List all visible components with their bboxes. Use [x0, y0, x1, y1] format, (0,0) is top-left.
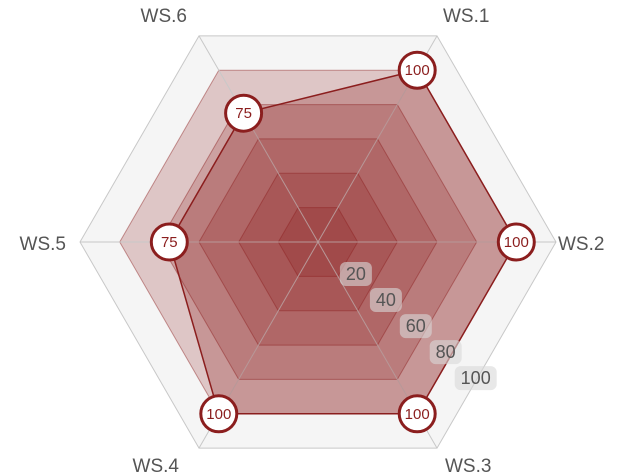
data-point-ws-3: 100 — [397, 394, 437, 434]
axis-label-ws-1: WS.1 — [443, 6, 489, 27]
tick-badge-80 — [429, 340, 462, 365]
tick-label-60: 60 — [406, 316, 426, 336]
data-point-ws-5: 75 — [149, 222, 189, 262]
axis-label-ws-5: WS.5 — [20, 234, 66, 255]
data-point-ws-4: 100 — [199, 394, 239, 434]
tick-label-100: 100 — [461, 368, 491, 388]
data-point-marker — [397, 394, 437, 434]
data-point-ws-6: 75 — [224, 93, 264, 133]
axis-labels: WS.1 WS.2 WS.3 WS.4 WS.5 WS.6 — [20, 6, 605, 475]
data-point-ws-1: 100 — [397, 50, 437, 90]
data-point-value: 75 — [235, 105, 252, 122]
data-point-value: 100 — [504, 234, 529, 251]
tick-badge-100 — [454, 366, 497, 391]
tick-badge-20 — [339, 262, 372, 286]
data-point-marker — [397, 50, 437, 90]
axis-label-ws-6: WS.6 — [141, 6, 187, 27]
data-point-value: 75 — [161, 234, 178, 251]
tick-badge-40 — [369, 288, 402, 312]
data-point-marker — [224, 93, 264, 133]
data-point-marker — [149, 222, 189, 262]
tick-label-80: 80 — [436, 342, 456, 362]
data-point-value: 100 — [405, 62, 430, 79]
tick-badge-60 — [399, 314, 432, 339]
data-point-marker — [199, 394, 239, 434]
spoke-ws-6 — [198, 35, 319, 243]
axis-label-ws-4: WS.4 — [133, 456, 180, 475]
axis-label-ws-2: WS.2 — [558, 234, 604, 255]
axis-label-ws-3: WS.3 — [445, 456, 491, 475]
tick-label-20: 20 — [346, 264, 366, 284]
data-point-ws-2: 100 — [496, 222, 536, 262]
data-point-value: 100 — [405, 406, 430, 423]
data-markers: 100 100 100 100 75 75 — [149, 50, 536, 434]
tick-label-40: 40 — [376, 290, 396, 310]
data-point-marker — [496, 222, 536, 262]
data-point-value: 100 — [206, 406, 231, 423]
